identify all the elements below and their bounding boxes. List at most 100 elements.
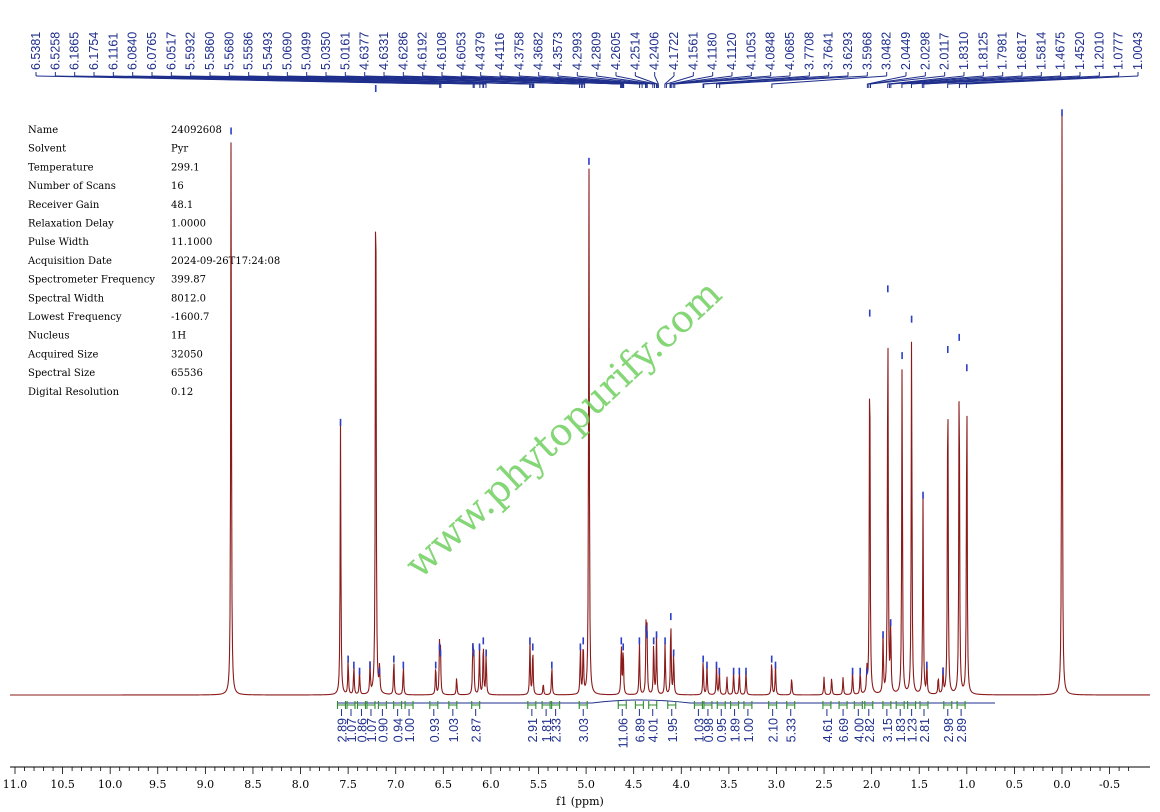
integral-value: 2.89	[335, 718, 349, 742]
x-tick-label: 4.0	[673, 778, 691, 791]
peak-label-leader	[923, 75, 1081, 88]
peak-label: 6.5381	[29, 32, 43, 70]
x-tick-label: 4.5	[625, 778, 643, 791]
peak-label: 1.6817	[1015, 32, 1029, 70]
peak-label: 4.1053	[744, 32, 758, 70]
integral-bracket	[356, 701, 367, 709]
peak-label-leader	[958, 75, 1119, 88]
integral-value: 1.23	[906, 718, 920, 742]
integral-value: 1.95	[666, 718, 680, 742]
x-tick-label: 0.5	[1006, 778, 1024, 791]
param-label: Relaxation Delay	[28, 219, 114, 230]
peak-label: 4.3682	[532, 32, 546, 70]
integral-value: 2.91	[526, 718, 540, 742]
integral-bracket	[336, 701, 347, 709]
integral-value: 2.89	[955, 718, 969, 742]
integral-baseline	[338, 699, 995, 704]
param-value: 1H	[171, 331, 186, 342]
peak-label: 4.3758	[512, 32, 526, 70]
integral-bracket	[907, 701, 917, 709]
peak-label: 4.0848	[764, 32, 778, 70]
peak-label: 5.5493	[261, 32, 275, 70]
integral-value: 1.00	[742, 718, 756, 742]
peak-label-leader	[887, 75, 965, 88]
peak-label-leader	[716, 75, 849, 88]
x-tick-label: 3.5	[720, 778, 738, 791]
integral-value: 3.15	[881, 718, 895, 742]
peak-label: 1.4675	[1054, 32, 1068, 70]
integral-bracket	[429, 701, 439, 709]
x-tick-label: 7.5	[339, 778, 357, 791]
integral-value: 2.98	[942, 718, 956, 742]
integral-value: 2.82	[863, 718, 877, 742]
x-tick-label: 2.0	[863, 778, 881, 791]
integral-bracket	[703, 701, 713, 709]
integral-value: 1.83	[894, 718, 908, 742]
integral-value: 4.01	[647, 718, 661, 742]
integral-bracket	[786, 701, 796, 709]
peak-label-leader	[719, 75, 868, 88]
peak-label: 4.6377	[358, 32, 372, 70]
peak-label-leader	[888, 75, 984, 88]
spectrum-layer	[10, 85, 1150, 696]
peak-label: 6.1161	[106, 33, 120, 70]
peak-label: 6.1865	[68, 32, 82, 70]
peak-label: 4.2605	[609, 32, 623, 70]
integral-value: 1.81	[540, 718, 554, 742]
integral-value: 4.61	[821, 718, 835, 742]
integral-value: 1.03	[692, 718, 706, 742]
peak-label: 3.7641	[822, 32, 836, 70]
param-label: Spectrometer Frequency	[28, 275, 155, 286]
integral-bracket	[838, 701, 848, 709]
peak-label: 1.0777	[1112, 32, 1126, 70]
peak-label-leader	[665, 75, 694, 88]
integral-value: 0.90	[376, 718, 390, 742]
peak-label-leader	[890, 75, 1003, 88]
peak-label: 4.4116	[493, 33, 507, 70]
x-tick-label: 11.0	[3, 778, 28, 791]
param-value: 2024-09-26T17:24:08	[171, 256, 280, 267]
peak-label-leader	[672, 75, 771, 88]
peak-label: 4.1120	[725, 33, 739, 70]
integral-bracket	[693, 701, 703, 709]
peak-label: 4.6192	[416, 32, 430, 70]
peak-label-leader	[654, 75, 659, 88]
param-label: Spectral Size	[28, 368, 95, 379]
peak-label: 1.0043	[1131, 32, 1145, 70]
integral-value: 1.89	[729, 718, 743, 742]
integral-bracket	[527, 701, 537, 709]
x-tick-label: 1.0	[958, 778, 976, 791]
param-value: -1600.7	[171, 312, 209, 323]
integral-bracket	[895, 701, 905, 709]
x-axis-title: f1 (ppm)	[556, 795, 604, 808]
peak-label: 3.5968	[860, 32, 874, 70]
peak-label: 4.1722	[667, 32, 681, 70]
x-tick-label: 8.0	[292, 778, 310, 791]
integral-value: 2.10	[767, 718, 781, 742]
param-value: 65536	[171, 368, 203, 379]
peak-label-leader	[910, 75, 1042, 88]
peak-label: 4.0685	[783, 32, 797, 70]
integral-bracket	[853, 701, 863, 709]
x-tick-label: 0.0	[1053, 778, 1071, 791]
peak-label: 4.4379	[474, 32, 488, 70]
param-value: 0.12	[171, 387, 193, 398]
param-label: Pulse Width	[28, 237, 89, 248]
param-value: 299.1	[171, 162, 200, 173]
watermark-text: www.phytopurify.com	[396, 271, 730, 587]
peak-label: 2.0298	[918, 32, 932, 70]
integral-value: 1.03	[447, 718, 461, 742]
peak-label-leader	[674, 75, 791, 88]
integral-bracket	[471, 701, 481, 709]
integral-bracket	[393, 701, 403, 709]
integral-value: 0.94	[392, 718, 406, 742]
peak-label: 2.0117	[938, 33, 952, 70]
integral-bracket	[648, 701, 658, 709]
integral-value: 0.98	[702, 718, 716, 742]
peak-label-leader	[461, 75, 625, 88]
peak-label: 2.0449	[899, 32, 913, 70]
peak-label: 3.7708	[802, 32, 816, 70]
peak-label: 5.5586	[242, 32, 256, 70]
peak-label: 1.8310	[957, 32, 971, 70]
peak-label: 4.6108	[435, 32, 449, 70]
